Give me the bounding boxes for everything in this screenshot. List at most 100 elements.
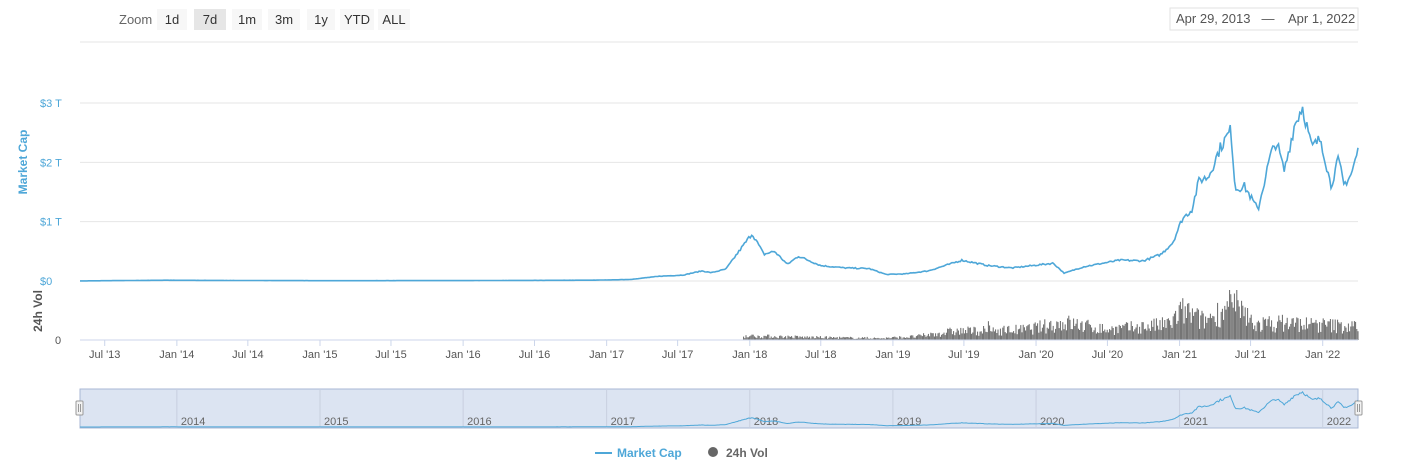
volume-bar [843, 337, 845, 340]
legend-item-market-cap[interactable]: Market Cap [595, 446, 682, 460]
volume-bar [1268, 316, 1270, 340]
volume-bar [1272, 331, 1274, 340]
volume-bar [762, 338, 764, 340]
volume-bar [1053, 332, 1055, 340]
volume-bar [1173, 313, 1175, 340]
zoom-button-label: ALL [382, 12, 405, 27]
zoom-button-all[interactable]: ALL [378, 9, 410, 30]
volume-bar [755, 337, 757, 340]
volume-bar [1061, 330, 1063, 340]
volume-bar [1122, 324, 1124, 340]
volume-bar [1323, 320, 1325, 340]
volume-bar [942, 333, 944, 340]
zoom-button-3m[interactable]: 3m [268, 9, 300, 30]
volume-bar [1200, 315, 1202, 340]
volume-bar [903, 337, 905, 340]
volume-bar [1117, 333, 1119, 340]
volume-bar [1229, 290, 1231, 340]
volume-bar [1163, 327, 1165, 340]
volume-bar [869, 338, 871, 340]
volume-bar [990, 331, 992, 340]
volume-bar [1351, 321, 1353, 340]
volume-bar [1349, 331, 1351, 340]
volume-bar [953, 331, 955, 340]
zoom-button-1m[interactable]: 1m [232, 9, 262, 30]
volume-bar [1107, 332, 1109, 340]
volume-bar [962, 328, 964, 340]
volume-bar [1046, 327, 1048, 340]
x-tick-label: Jan '22 [1305, 349, 1340, 361]
volume-bar [780, 335, 782, 340]
volume-bar [1357, 331, 1359, 340]
volume-bar [1019, 328, 1021, 340]
volume-bar [897, 338, 899, 340]
volume-bar [1243, 316, 1245, 340]
volume-bar [900, 336, 902, 340]
volume-bar [893, 336, 895, 340]
volume-bar [1302, 329, 1304, 340]
volume-bar [986, 332, 988, 340]
volume-bar [997, 329, 999, 340]
navigator-left-handle[interactable] [75, 400, 84, 416]
volume-bar [894, 336, 896, 340]
volume-bar [1136, 324, 1138, 340]
volume-bar [890, 338, 892, 340]
volume-bar [1339, 323, 1341, 340]
volume-bar [1087, 319, 1089, 340]
volume-bar [781, 336, 783, 340]
volume-bar [1155, 318, 1157, 340]
volume-bar [1347, 323, 1349, 340]
navigator-right-handle[interactable] [1354, 400, 1363, 416]
volume-bar [846, 337, 848, 340]
navigator-series [80, 390, 1359, 428]
volume-bar [1285, 323, 1287, 340]
volume-bar [827, 338, 829, 340]
volume-bar [811, 336, 813, 340]
volume-bar [966, 333, 968, 340]
zoom-button-ytd[interactable]: YTD [340, 9, 374, 30]
volume-bar [1305, 317, 1307, 340]
volume-bar [823, 338, 825, 340]
volume-bar [902, 337, 904, 340]
volume-bar [1340, 322, 1342, 340]
volume-bar [1085, 322, 1087, 340]
volume-bar [1135, 327, 1137, 340]
volume-bar [1151, 320, 1153, 340]
volume-bar [983, 326, 985, 340]
zoom-button-label: 7d [203, 12, 217, 27]
volume-bar [1308, 324, 1310, 340]
volume-series [743, 290, 1359, 340]
volume-bar [955, 332, 957, 340]
volume-bar [1152, 326, 1154, 340]
volume-bar [948, 329, 950, 340]
volume-bar [999, 328, 1001, 340]
volume-bar [877, 337, 879, 340]
volume-bar [1153, 318, 1155, 340]
volume-bar [1250, 314, 1252, 340]
volume-bar [1223, 319, 1225, 340]
volume-bar [1055, 328, 1057, 340]
range-to-input[interactable]: Apr 1, 2022 [1288, 11, 1355, 26]
volume-bar [804, 336, 806, 340]
volume-bar [829, 336, 831, 340]
navigator[interactable]: 2014 2015 2016 2017 2018 2019 2020 2021 2022 [75, 388, 1363, 429]
volume-bar [1238, 306, 1240, 340]
volume-bar [743, 336, 745, 340]
volume-bar [1257, 320, 1259, 340]
volume-bar [1267, 319, 1269, 340]
volume-bar [1226, 301, 1228, 340]
volume-bar [1233, 293, 1235, 340]
zoom-button-1d[interactable]: 1d [157, 9, 187, 30]
volume-bar [978, 335, 980, 340]
legend-item-24h-vol[interactable]: 24h Vol [708, 446, 768, 460]
volume-bar [1310, 318, 1312, 340]
navigator-selection[interactable] [79, 388, 1359, 429]
volume-bar [845, 337, 847, 340]
range-from-input[interactable]: Apr 29, 2013 [1176, 11, 1250, 26]
volume-bar [1088, 324, 1090, 340]
volume-bar [1253, 329, 1255, 340]
volume-bar [1166, 319, 1168, 340]
zoom-button-1y[interactable]: 1y [307, 9, 335, 30]
zoom-button-7d[interactable]: 7d [194, 9, 226, 30]
volume-bar [909, 335, 911, 340]
